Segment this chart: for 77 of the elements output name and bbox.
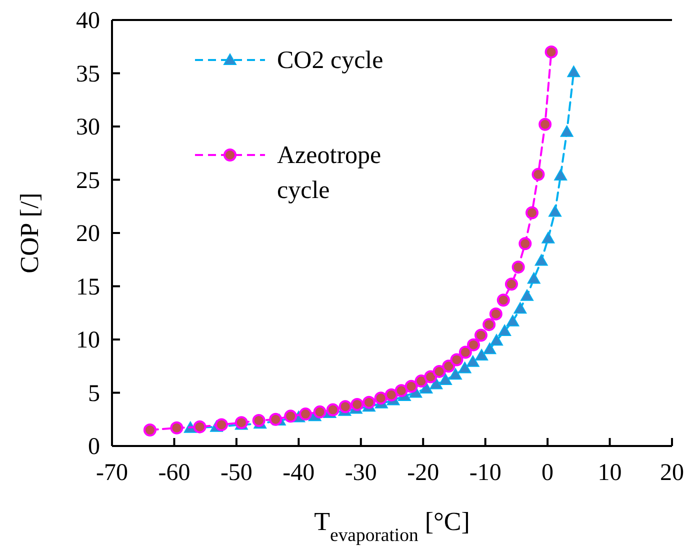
point [424, 370, 438, 384]
point [518, 237, 532, 250]
point [514, 302, 527, 314]
point [374, 392, 388, 405]
x-tick-label: 0 [542, 460, 554, 486]
point [498, 324, 512, 336]
x-tick-label: 10 [598, 460, 622, 486]
point [299, 408, 312, 421]
x-tick-label: -10 [469, 460, 502, 486]
point [458, 362, 472, 374]
point [394, 384, 408, 398]
point [506, 314, 520, 326]
point [526, 206, 538, 220]
x-axis-title: T$_{evaporation}$ [°C] [314, 507, 470, 546]
x-tick-label: 20 [660, 460, 684, 486]
y-axis-title: COP [/] [15, 192, 44, 274]
point [404, 380, 418, 393]
point [567, 66, 580, 78]
y-tick-label: 30 [76, 114, 100, 140]
point [474, 328, 488, 342]
point [448, 368, 462, 380]
point [560, 125, 574, 137]
point [527, 272, 540, 284]
point [442, 360, 456, 373]
y-tick-label: 35 [76, 61, 100, 88]
point [439, 373, 452, 385]
point [193, 420, 206, 434]
legend-label: CO2 cycle [277, 47, 384, 74]
point [143, 424, 156, 437]
point [548, 205, 562, 217]
point [532, 168, 545, 181]
y-tick-label: 40 [76, 8, 100, 34]
point [538, 118, 552, 131]
point [350, 398, 364, 411]
x-tick-label: -40 [282, 460, 315, 486]
x-tick-label: -50 [220, 460, 252, 486]
point [489, 307, 502, 320]
point [544, 45, 558, 58]
point [420, 382, 433, 394]
point [313, 405, 326, 418]
point [496, 294, 510, 307]
point [326, 403, 340, 416]
point [554, 168, 568, 180]
y-tick-label: 25 [76, 168, 100, 194]
point [542, 232, 555, 244]
x-tick-label: -30 [344, 460, 377, 486]
point [458, 346, 472, 359]
point [490, 334, 504, 346]
x-tick-label: -60 [158, 460, 190, 486]
point [482, 318, 496, 332]
point [338, 400, 352, 414]
point [170, 421, 184, 434]
point [467, 338, 480, 352]
point [414, 374, 428, 388]
x-tick-label: -70 [96, 460, 128, 486]
point [475, 348, 488, 360]
y-tick-label: 0 [88, 434, 100, 460]
point [215, 418, 228, 432]
point [384, 388, 398, 402]
point [284, 410, 298, 423]
point [512, 260, 525, 274]
point [450, 353, 464, 366]
point [534, 254, 548, 266]
point [432, 364, 446, 378]
point [504, 278, 518, 291]
legend-label: Azeotrope cycle [277, 142, 382, 204]
point [466, 355, 480, 367]
point [362, 396, 376, 409]
point [269, 412, 282, 426]
point [252, 414, 266, 427]
y-tick-label: 10 [76, 328, 100, 354]
x-tick-label: -20 [407, 460, 440, 486]
y-tick-label: 20 [76, 221, 100, 247]
y-tick-label: 5 [88, 380, 100, 407]
point [520, 289, 534, 301]
y-tick-label: 15 [76, 274, 100, 300]
point [483, 342, 496, 354]
